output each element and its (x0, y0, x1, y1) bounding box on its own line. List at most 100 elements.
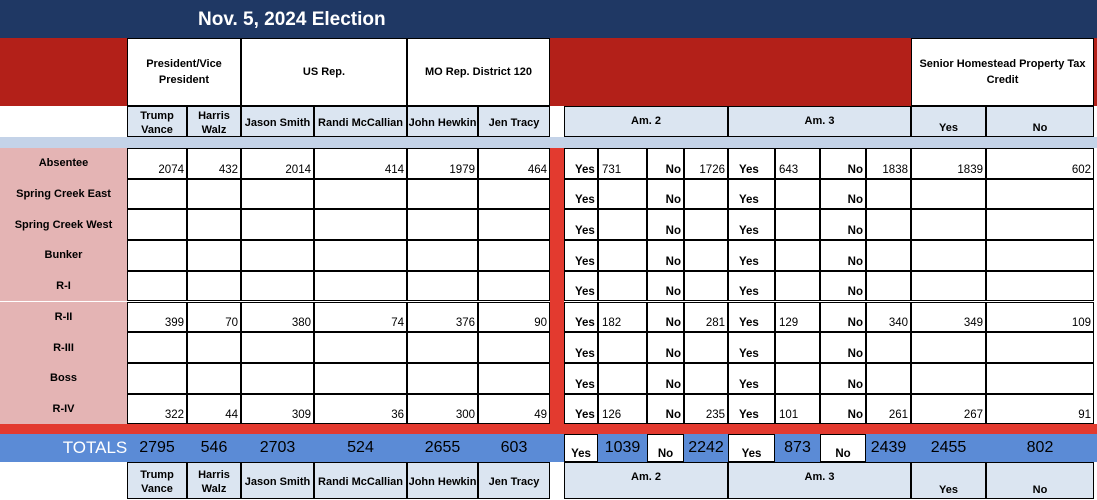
total-mccallian: 524 (347, 439, 374, 456)
am2-yes-label: Yes (564, 209, 598, 241)
cell-hewkin (407, 270, 478, 302)
am2-no-value (684, 178, 728, 210)
cell-trump (127, 270, 187, 302)
page-title: Nov. 5, 2024 Election (198, 9, 386, 30)
am2-no-value (684, 362, 728, 394)
am3-header: Am. 3 (728, 106, 911, 137)
am3-yes-label: Yes (728, 209, 775, 241)
cell-tracy: 90 (478, 301, 550, 333)
am3-no-label: No (820, 148, 866, 179)
am3-no-value (866, 209, 911, 241)
total-am3-no-label: No (820, 434, 866, 462)
am3-yes-label: Yes (728, 240, 775, 271)
total-am2-yes-label: Yes (564, 434, 598, 462)
cell-trump (127, 178, 187, 210)
am3-yes-value: 643 (775, 148, 820, 179)
senior-no-value: 91 (986, 393, 1094, 425)
candidate-header-hewkin: John Hewkin (407, 462, 478, 499)
cell-hewkin: 1979 (407, 148, 478, 179)
cell-mccallian: 414 (314, 148, 407, 179)
row-label-bg (0, 270, 127, 302)
row-label: Bunker (44, 249, 83, 262)
candidate-header-tracy: Jen Tracy (478, 106, 550, 137)
am2-no-value: 281 (684, 301, 728, 333)
am3-yes-value (775, 270, 820, 302)
cell-harris: 70 (187, 301, 241, 333)
am3-yes-label: Yes (728, 393, 775, 425)
cell-trump: 2074 (127, 148, 187, 179)
cell-hewkin: 376 (407, 301, 478, 333)
am3-no-label: No (820, 301, 866, 333)
am2-yes-value (598, 240, 647, 271)
senior-yes-header: Yes (911, 106, 986, 137)
senior-no-value (986, 362, 1094, 394)
senior-no-header: No (986, 462, 1094, 499)
am3-yes-label: Yes (728, 332, 775, 363)
row-label-bg (0, 362, 127, 394)
senior-no-header: No (986, 106, 1094, 137)
am3-no-value (866, 332, 911, 363)
am2-no-label: No (647, 301, 684, 333)
am3-yes-label: Yes (728, 148, 775, 179)
am3-no-label: No (820, 209, 866, 241)
am2-yes-value (598, 270, 647, 302)
row-label: R-II (54, 310, 73, 323)
senior-no-value: 602 (986, 148, 1094, 179)
am3-no-value (866, 362, 911, 394)
am3-yes-value (775, 178, 820, 210)
senior-no-value: 109 (986, 301, 1094, 333)
row-label-bg (0, 393, 127, 425)
total-tracy: 603 (500, 439, 528, 456)
am3-no-label: No (820, 178, 866, 210)
am2-no-label: No (647, 148, 684, 179)
candidate-header-harris: Harris Walz (187, 462, 241, 499)
am2-no-value: 235 (684, 393, 728, 425)
candidate-header-smith: Jason Smith (241, 462, 314, 499)
separator-band (0, 137, 1097, 148)
cell-smith (241, 178, 314, 210)
row-label-bg (0, 148, 127, 179)
am2-no-label: No (647, 178, 684, 210)
am2-yes-value (598, 362, 647, 394)
cell-mccallian (314, 362, 407, 394)
am3-yes-label: Yes (728, 270, 775, 302)
am3-no-value: 340 (866, 301, 911, 333)
row-label: Spring Creek East (16, 188, 111, 201)
total-smith: 2703 (259, 439, 296, 456)
senior-no-value (986, 240, 1094, 271)
am2-no-label: No (647, 209, 684, 241)
am3-yes-value (775, 332, 820, 363)
am2-no-value (684, 332, 728, 363)
cell-tracy (478, 178, 550, 210)
title-bar (0, 0, 1097, 38)
cell-smith: 2014 (241, 148, 314, 179)
am3-yes-label: Yes (728, 301, 775, 333)
am2-yes-label: Yes (564, 332, 598, 363)
cell-smith (241, 332, 314, 363)
cell-smith (241, 270, 314, 302)
senior-no-value (986, 178, 1094, 210)
am2-no-value (684, 209, 728, 241)
am2-no-value (684, 270, 728, 302)
total-senior_yes: 2455 (930, 439, 967, 456)
total-am2-no-label: No (647, 434, 684, 462)
row-label: R-I (56, 280, 71, 293)
cell-mccallian (314, 270, 407, 302)
cell-harris (187, 178, 241, 210)
am3-yes-label: Yes (728, 362, 775, 394)
am2-yes-value: 126 (598, 393, 647, 425)
am3-no-value (866, 178, 911, 210)
cell-harris (187, 270, 241, 302)
total-am3-yes: 873 (784, 439, 811, 456)
cell-hewkin (407, 362, 478, 394)
row-label: Boss (50, 372, 77, 385)
total-am3-yes-label: Yes (728, 434, 775, 462)
candidate-header-tracy: Jen Tracy (478, 462, 550, 499)
am3-yes-value (775, 240, 820, 271)
senior-yes-value: 267 (911, 393, 986, 425)
senior-yes-value: 349 (911, 301, 986, 333)
am3-yes-label: Yes (728, 178, 775, 210)
cell-mccallian (314, 332, 407, 363)
am2-yes-value (598, 178, 647, 210)
row-label: Absentee (38, 157, 89, 170)
